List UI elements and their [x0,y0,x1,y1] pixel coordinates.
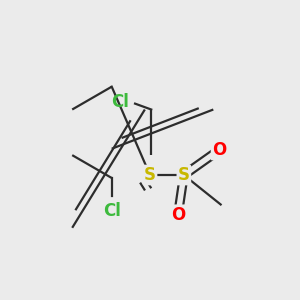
Text: S: S [178,166,190,184]
Text: O: O [212,141,226,159]
Text: O: O [171,206,185,224]
Text: Cl: Cl [111,93,129,111]
Text: S: S [144,166,156,184]
Text: Cl: Cl [103,202,121,220]
